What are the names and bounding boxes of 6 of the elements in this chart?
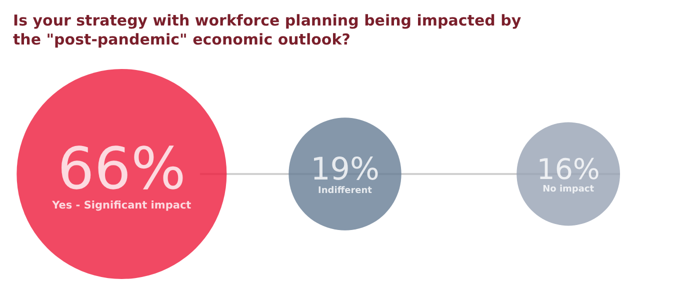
- data-label: 19%: [310, 152, 380, 188]
- category-label: Indifferent: [318, 186, 373, 196]
- category-label: Yes - Significant impact: [51, 200, 192, 212]
- category-label: No impact: [542, 184, 595, 195]
- text: Is your strategy with workforce planning being impacted by the "post-pandemic" economic outlook?: [13, 12, 526, 48]
- data-label: 16%: [536, 153, 600, 186]
